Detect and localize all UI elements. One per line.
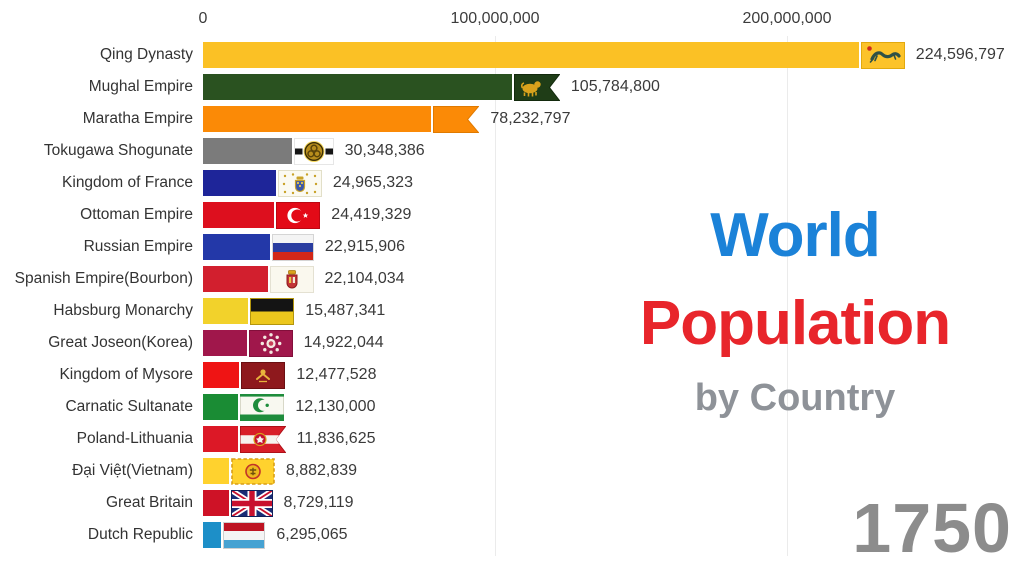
bar-label: Carnatic Sultanate (65, 398, 193, 415)
bar (203, 74, 512, 100)
bar-row: Kingdom of Mysore 12,477,528 (0, 359, 1024, 391)
bar-value: 14,922,044 (303, 334, 384, 351)
bar-label: Great Britain (105, 494, 193, 511)
mysore-flag-icon (241, 361, 286, 389)
bar-value: 12,130,000 (295, 398, 376, 415)
bar-label: Habsburg Monarchy (53, 302, 193, 319)
bar-row: Great Joseon(Korea) 14,922,044 (0, 327, 1024, 359)
ottoman-crescent-flag-icon (276, 201, 321, 229)
bar-value: 24,965,323 (332, 174, 413, 191)
bar-row: Poland-Lithuania 11,836,625 (0, 423, 1024, 455)
bar-row: Russian Empire 22,915,906 (0, 231, 1024, 263)
bar (203, 234, 270, 260)
gridline (787, 36, 788, 556)
russia-tricolor-flag-icon (271, 233, 314, 261)
bar-row: Tokugawa Shogunate 30,348,386 (0, 135, 1024, 167)
bar-row: Spanish Empire(Bourbon) 22,104,034 (0, 263, 1024, 295)
mughal-lion-flag-icon (513, 73, 560, 101)
bar-label: Maratha Empire (82, 110, 193, 127)
bar (203, 266, 268, 292)
great-britain-union-flag-icon (230, 489, 273, 517)
bar (203, 362, 240, 388)
chart-title-block: World Population by Country (560, 192, 1024, 424)
qing-dragon-flag-icon (860, 41, 905, 69)
bar-row: Habsburg Monarchy 15,487,341 (0, 295, 1024, 327)
title-by-country: by Country (694, 377, 896, 419)
bar (203, 138, 292, 164)
bar-row: Carnatic Sultanate 12,130,000 (0, 391, 1024, 423)
bar (203, 42, 859, 68)
spain-bourbon-flag-icon (269, 265, 314, 293)
bar-label: Kingdom of France (62, 174, 193, 191)
axis-tick-200m: 200,000,000 (742, 10, 832, 27)
bar-value: 8,729,119 (283, 494, 354, 511)
bar-value: 15,487,341 (305, 302, 386, 319)
axis-tick-0: 0 (198, 10, 208, 27)
france-royal-flag-icon (277, 169, 322, 197)
tokugawa-mon-flag-icon (293, 137, 334, 165)
bar (203, 330, 247, 356)
poland-lithuania-eagle-flag-icon (239, 425, 286, 453)
maratha-swallowtail-flag-icon (433, 105, 480, 133)
bar-value: 78,232,797 (490, 110, 571, 127)
bar-label: Đại Việt(Vietnam) (72, 462, 193, 479)
bar (203, 170, 276, 196)
bar-value: 12,477,528 (296, 366, 377, 383)
bar-label: Russian Empire (83, 238, 193, 255)
bar-row: Mughal Empire 105,784,800 (0, 71, 1024, 103)
title-population: Population (639, 289, 951, 358)
bar-row: Maratha Empire 78,232,797 (0, 103, 1024, 135)
habsburg-flag-icon (250, 297, 295, 325)
bar-value: 8,882,839 (285, 462, 358, 479)
bar (203, 106, 432, 132)
bar-row: Kingdom of France 24,965,323 (0, 167, 1024, 199)
bar-label: Spanish Empire(Bourbon) (14, 270, 193, 287)
bar-value: 11,836,625 (296, 430, 376, 447)
bar-label: Tokugawa Shogunate (43, 142, 193, 159)
bar-rows: Qing Dynasty 224,596,797 Mughal Empire 105,… (0, 39, 1024, 551)
bar-value: 6,295,065 (276, 526, 348, 543)
bar (203, 490, 229, 516)
dai-viet-flag-icon (231, 457, 275, 485)
carnatic-crescent-flag-icon (240, 393, 285, 421)
joseon-flag-icon (248, 329, 293, 357)
bar (203, 458, 229, 484)
bar (203, 298, 249, 324)
bar-value: 224,596,797 (915, 46, 1005, 63)
title-world: World (710, 201, 881, 270)
bar-row: Ottoman Empire 24,419,329 (0, 199, 1024, 231)
bar (203, 202, 275, 228)
year-label: 1750 (852, 489, 1012, 562)
bar-value: 22,104,034 (324, 270, 405, 287)
bar (203, 522, 222, 548)
bar-row: Qing Dynasty 224,596,797 (0, 39, 1024, 71)
gridline (495, 36, 496, 556)
bar-row: Dutch Republic 6,295,065 (0, 519, 1024, 551)
bar-label: Great Joseon(Korea) (48, 334, 193, 351)
bar-label: Kingdom of Mysore (59, 366, 193, 383)
bar-value: 22,915,906 (324, 238, 405, 255)
bar-label: Qing Dynasty (99, 46, 193, 63)
dutch-republic-tricolor-flag-icon (223, 521, 266, 549)
bar-value: 24,419,329 (331, 206, 412, 223)
bar-label: Ottoman Empire (80, 206, 193, 223)
bar-label: Poland-Lithuania (76, 430, 193, 447)
bar-row: Đại Việt(Vietnam) 8,882,839 (0, 455, 1024, 487)
bar-value: 105,784,800 (570, 78, 660, 95)
bar-value: 30,348,386 (344, 142, 425, 159)
bar-row: Great Britain 8,729,119 (0, 487, 1024, 519)
bar (203, 394, 239, 420)
bar (203, 426, 238, 452)
bar-label: Mughal Empire (88, 78, 193, 95)
axis-tick-100m: 100,000,000 (450, 10, 540, 27)
bar-label: Dutch Republic (87, 526, 193, 543)
